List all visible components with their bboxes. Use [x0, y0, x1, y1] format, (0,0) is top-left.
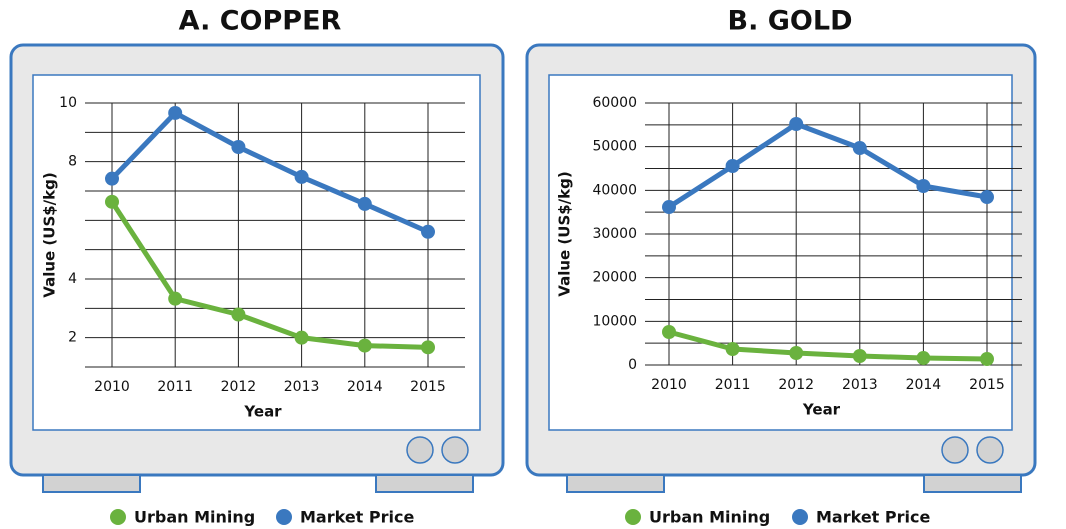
stand	[923, 474, 1022, 493]
data-point	[789, 117, 804, 132]
y-tick-label: 4	[68, 271, 77, 287]
y-tick-label: 50000	[592, 139, 637, 155]
data-point	[231, 140, 246, 154]
data-point	[980, 190, 994, 205]
y-tick-label: 10000	[592, 313, 637, 329]
series-line	[110, 110, 430, 235]
chart-title: A. COPPER	[179, 6, 342, 37]
y-tick-label: 2	[68, 330, 77, 346]
stand	[566, 474, 665, 493]
x-tick-label: 2014	[347, 379, 383, 395]
x-tick-label: 2014	[906, 377, 942, 393]
legend-label: Market Price	[816, 508, 930, 527]
series-line	[667, 121, 988, 210]
x-tick-label: 2012	[778, 377, 814, 393]
data-point	[294, 169, 309, 184]
y-tick-label: 20000	[592, 270, 637, 286]
x-tick-label: 2015	[410, 379, 446, 395]
x-tick-label: 2012	[221, 379, 257, 395]
legend-label: Urban Mining	[649, 508, 770, 527]
data-point	[980, 352, 994, 367]
data-point	[357, 338, 372, 353]
x-tick-label: 2011	[157, 379, 193, 395]
screen	[32, 74, 481, 431]
stand	[42, 474, 141, 493]
legend-label: Market Price	[300, 508, 414, 527]
y-tick-label: 40000	[592, 182, 637, 198]
data-point	[105, 194, 119, 209]
y-axis-label: Value (US$/kg)	[556, 171, 574, 296]
x-tick-label: 2010	[651, 377, 687, 393]
y-axis-label: Value (US$/kg)	[41, 172, 59, 297]
x-tick-label: 2010	[94, 379, 130, 395]
chart-title: B. GOLD	[728, 6, 853, 37]
x-tick-label: 2013	[284, 379, 320, 395]
y-tick-label: 60000	[592, 95, 637, 111]
x-axis-label: Year	[802, 401, 841, 419]
y-tick-label: 0	[628, 357, 637, 373]
x-tick-label: 2015	[969, 377, 1005, 393]
legend-swatch	[276, 509, 292, 525]
button	[941, 436, 969, 464]
data-point	[662, 324, 676, 339]
x-tick-label: 2011	[715, 377, 751, 393]
legend-swatch	[625, 509, 641, 525]
monitor-b	[525, 43, 1037, 493]
data-point	[421, 340, 435, 355]
data-point	[231, 307, 246, 322]
data-point	[168, 291, 183, 306]
data-point	[916, 179, 931, 194]
data-point	[421, 224, 435, 239]
data-point	[168, 105, 183, 120]
series-line	[668, 329, 988, 362]
data-point	[916, 351, 931, 366]
data-point	[725, 342, 740, 357]
data-point	[725, 159, 740, 174]
data-point	[105, 171, 119, 186]
data-point	[662, 200, 676, 215]
monitor-a	[9, 43, 505, 493]
x-axis-label: Year	[243, 403, 282, 421]
data-point	[357, 196, 372, 211]
legend-swatch	[792, 509, 808, 525]
data-point	[294, 330, 309, 345]
data-point	[789, 345, 804, 360]
series-line	[109, 200, 429, 350]
y-tick-label: 10	[59, 95, 77, 111]
data-point	[852, 349, 867, 364]
button	[441, 436, 469, 464]
button	[406, 436, 434, 464]
y-tick-label: 8	[68, 154, 77, 170]
legend-swatch	[110, 509, 126, 525]
data-point	[852, 141, 867, 156]
x-tick-label: 2013	[842, 377, 878, 393]
button	[976, 436, 1004, 464]
legend-label: Urban Mining	[134, 508, 255, 527]
stand	[375, 474, 474, 493]
y-tick-label: 30000	[592, 226, 637, 242]
